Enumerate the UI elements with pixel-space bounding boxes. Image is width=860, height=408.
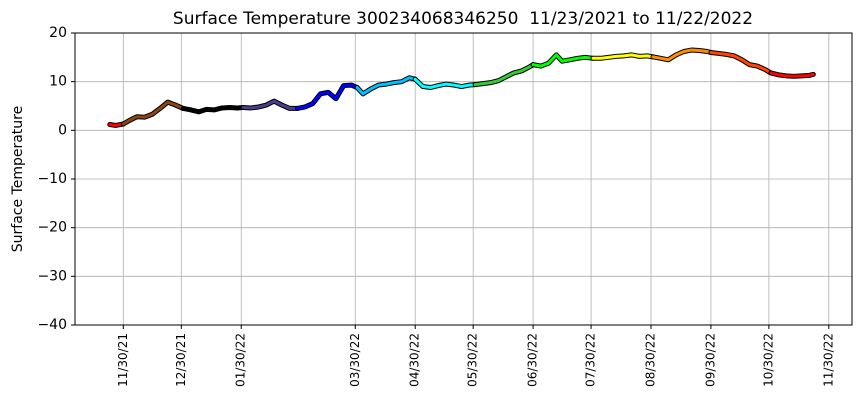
series-line <box>769 71 815 78</box>
x-tick-label: 03/30/22 <box>348 333 362 387</box>
series-line <box>651 48 713 62</box>
series-line <box>241 99 299 110</box>
series-line <box>709 50 773 75</box>
x-tick-label: 04/30/22 <box>408 333 422 387</box>
x-tick-label: 07/30/22 <box>584 333 598 387</box>
x-tick-label: 01/30/22 <box>234 333 248 387</box>
series-line <box>531 53 595 68</box>
y-tick-label: −30 <box>37 268 67 284</box>
series-line <box>413 77 477 90</box>
series-line <box>591 53 655 60</box>
y-tick-label: −40 <box>37 317 67 333</box>
chart-title: Surface Temperature 300234068346250 11/2… <box>173 9 753 29</box>
x-tick-label: 09/30/22 <box>703 333 717 387</box>
x-tick-label: 11/30/21 <box>116 333 130 387</box>
series-line <box>355 76 417 96</box>
plot-frame <box>74 32 853 326</box>
x-tick-label: 05/30/22 <box>466 333 480 387</box>
series-outline <box>708 49 774 76</box>
y-tick-label: −20 <box>37 220 67 236</box>
x-tick-label: 12/30/21 <box>174 333 188 387</box>
y-tick-label: 10 <box>49 74 67 90</box>
series-line <box>473 63 535 87</box>
y-axis-label: Surface Temperature <box>10 106 26 252</box>
x-tick-label: 08/30/22 <box>643 333 657 387</box>
y-tick-label: 20 <box>49 25 67 41</box>
x-tick-label: 10/30/22 <box>761 333 775 387</box>
y-tick-label: −10 <box>37 171 67 187</box>
series-line <box>181 105 245 114</box>
x-tick-label: 11/30/22 <box>821 333 835 387</box>
series-line <box>108 122 125 127</box>
y-tick-label: 0 <box>58 122 67 138</box>
series-line <box>121 100 185 126</box>
x-tick-label: 06/30/22 <box>526 333 540 387</box>
series-line <box>295 83 359 110</box>
